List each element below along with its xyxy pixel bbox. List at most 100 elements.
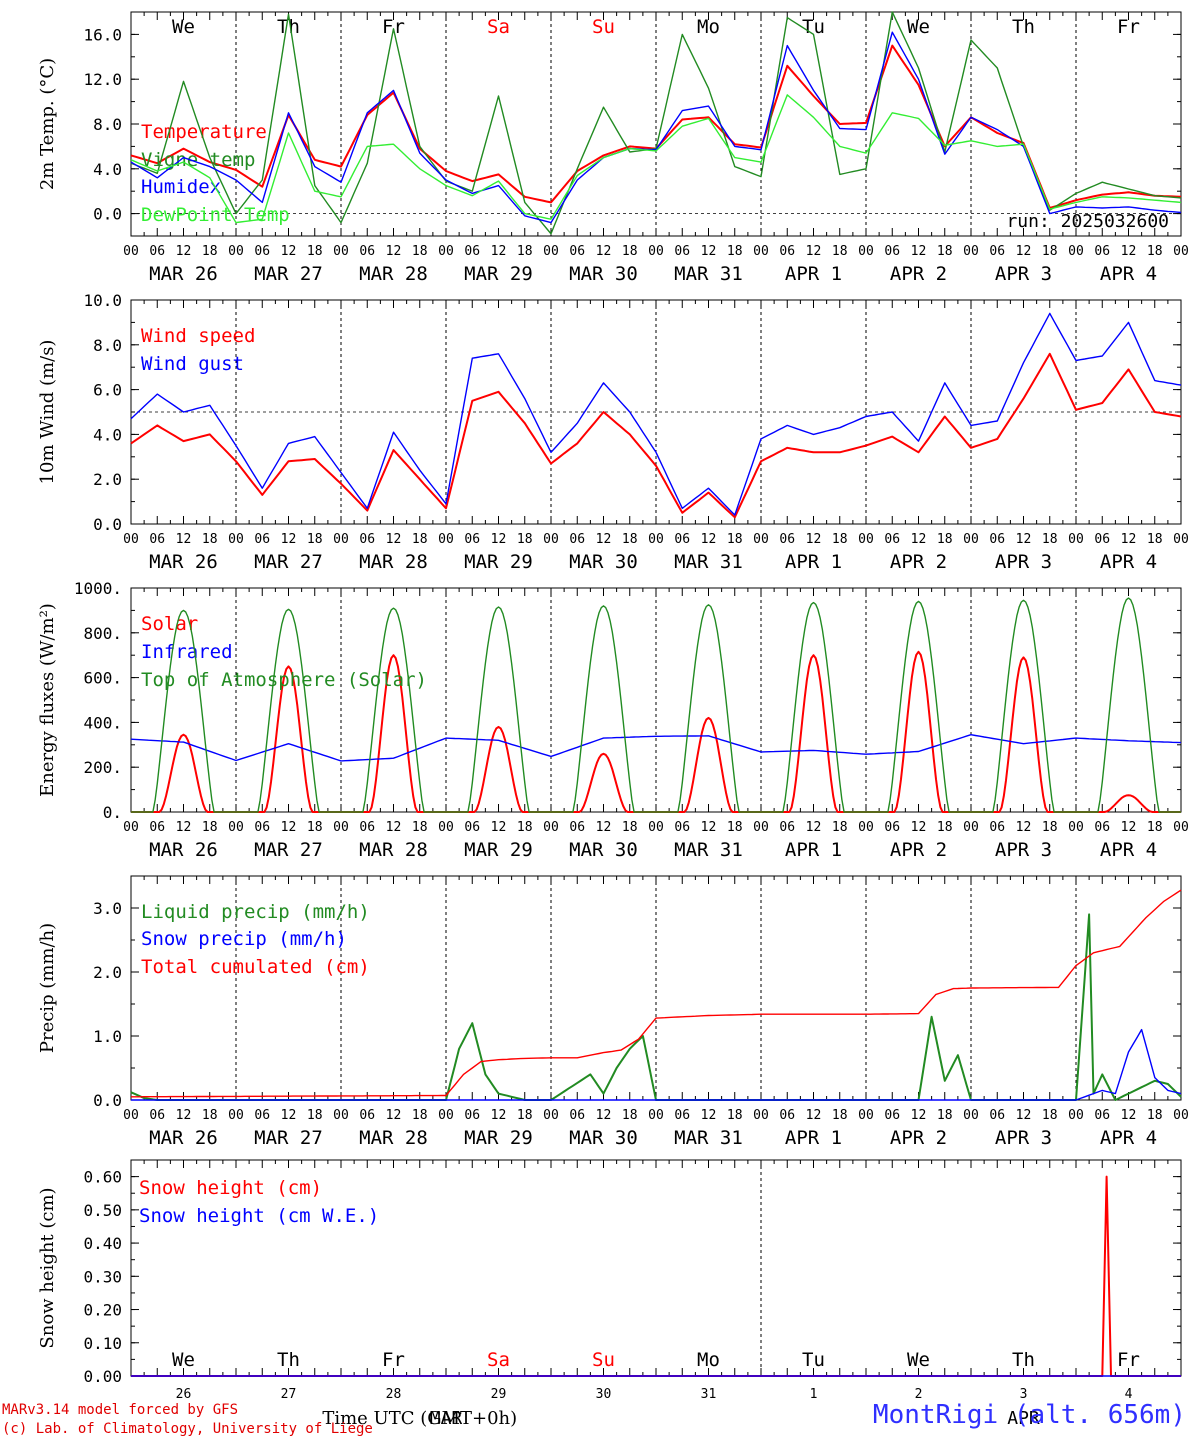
panel1-hour-label: 06 <box>1094 244 1110 259</box>
panel4-day-label: MAR 30 <box>569 1127 638 1149</box>
panel5-day-number: 3 <box>1020 1387 1028 1402</box>
panel2-hour-label: 12 <box>596 532 612 547</box>
panel4-hour-label: 00 <box>858 1108 874 1123</box>
panel3-hour-label: 00 <box>1068 820 1084 835</box>
panel1-day-label: MAR 28 <box>359 263 428 285</box>
panel2-day-label: MAR 31 <box>674 551 743 573</box>
panel4-y-tick-label: 3.0 <box>93 899 122 918</box>
panel3-hour-label: 06 <box>779 820 795 835</box>
panel4-hour-label: 12 <box>281 1108 297 1123</box>
panel2-legend-entry: Wind speed <box>141 325 255 347</box>
panel5-y-tick-label: 0.30 <box>83 1267 122 1286</box>
panel1-y-axis-label: 2m Temp. (°C) <box>37 58 58 190</box>
panel1-day-label: APR 2 <box>890 263 947 285</box>
panel4-day-label: APR 2 <box>890 1127 947 1149</box>
panel2-hour-label: 00 <box>963 532 979 547</box>
panel5-weekday-label: Sa <box>487 1349 510 1371</box>
panel4-hour-label: 00 <box>333 1108 349 1123</box>
panel3-hour-label: 00 <box>543 820 559 835</box>
panel4-hour-label: 06 <box>884 1108 900 1123</box>
panel3-y-tick-label: 1000. <box>74 579 122 598</box>
panel3-y-tick-label: 400. <box>83 713 122 732</box>
panel1-hour-label: 18 <box>202 244 218 259</box>
panel2-legend-entry: Wind gust <box>141 353 244 375</box>
panel4-hour-label: 18 <box>727 1108 743 1123</box>
panel1-run-annotation: run: 2025032600 <box>1006 211 1169 232</box>
panel4-y-axis-label: Precip (mm/h) <box>37 923 58 1053</box>
panel2-day-label: MAR 26 <box>149 551 218 573</box>
panel1-hour-label: 18 <box>832 244 848 259</box>
panel2-y-tick-label: 0.0 <box>93 515 122 534</box>
panel3-legend-entry: Infrared <box>141 641 233 663</box>
panel2-hour-label: 06 <box>674 532 690 547</box>
panel2-hour-label: 06 <box>149 532 165 547</box>
panel4-hour-label: 12 <box>386 1108 402 1123</box>
panel3-legend-entry: Solar <box>141 613 198 635</box>
panel3-frame <box>130 587 1182 813</box>
panel5-y-axis-label: Snow height (cm) <box>37 1187 58 1348</box>
panel2-hour-label: 00 <box>858 532 874 547</box>
panel3-y-tick-label: 600. <box>83 669 122 688</box>
panel1-hour-label: 18 <box>727 244 743 259</box>
panel3-hour-label: 12 <box>701 820 717 835</box>
panel4-day-label: MAR 28 <box>359 1127 428 1149</box>
panel3-hour-label: 06 <box>884 820 900 835</box>
panel3-legend-entry: Top of Atmosphere (Solar) <box>141 669 427 691</box>
panel1-hour-label: 00 <box>1173 244 1189 259</box>
panel5-day-number: 4 <box>1125 1387 1133 1402</box>
panel2-hour-label: 00 <box>1173 532 1189 547</box>
station-label: MontRigi (alt. 656m) <box>872 1400 1186 1430</box>
panel4-hour-label: 12 <box>1121 1108 1137 1123</box>
panel4-hour-label: 18 <box>307 1108 323 1123</box>
panel4-y-tick-label: 0.0 <box>93 1091 122 1110</box>
panel2-hour-label: 12 <box>281 532 297 547</box>
panel4-day-label: MAR 31 <box>674 1127 743 1149</box>
panel1-hour-label: 12 <box>176 244 192 259</box>
panel1-hour-label: 00 <box>648 244 664 259</box>
panel3-hour-label: 00 <box>963 820 979 835</box>
panel3-hour-label: 00 <box>123 820 139 835</box>
panel1-legend-entry: Humidex <box>141 176 221 198</box>
panel2-hour-label: 06 <box>989 532 1005 547</box>
panel1-day-label: MAR 26 <box>149 263 218 285</box>
panel2-hour-label: 12 <box>176 532 192 547</box>
panel2-y-axis-label: 10m Wind (m/s) <box>37 340 58 485</box>
panel4-hour-label: 18 <box>937 1108 953 1123</box>
panel4-hour-label: 06 <box>1094 1108 1110 1123</box>
panel1-hour-label: 00 <box>543 244 559 259</box>
panel4-hour-label: 00 <box>753 1108 769 1123</box>
panel1-day-label: APR 4 <box>1100 263 1157 285</box>
panel3-hour-label: 00 <box>438 820 454 835</box>
panel3-hour-label: 12 <box>806 820 822 835</box>
panel4-hour-label: 12 <box>806 1108 822 1123</box>
panel2-hour-label: 18 <box>1147 532 1163 547</box>
panel2-hour-label: 18 <box>1042 532 1058 547</box>
panel1-weekday-label: Tu <box>802 16 825 38</box>
panel2-hour-label: 18 <box>727 532 743 547</box>
panel1-hour-label: 12 <box>1016 244 1032 259</box>
panel1-hour-label: 00 <box>753 244 769 259</box>
panel3-hour-label: 06 <box>359 820 375 835</box>
panel4-hour-label: 18 <box>517 1108 533 1123</box>
panel3-hour-label: 12 <box>281 820 297 835</box>
panel2-day-label: MAR 30 <box>569 551 638 573</box>
panel1-day-label: MAR 30 <box>569 263 638 285</box>
panel1-weekday-label: Su <box>592 16 615 38</box>
panel4-hour-label: 06 <box>989 1108 1005 1123</box>
panel4-hour-label: 06 <box>464 1108 480 1123</box>
panel5-weekday-label: We <box>172 1349 195 1371</box>
panel4-hour-label: 00 <box>648 1108 664 1123</box>
panel1-series-3-line <box>130 94 1182 224</box>
panel4-day-label: MAR 27 <box>254 1127 323 1149</box>
panel5-weekday-label: We <box>907 1349 930 1371</box>
panel2-hour-label: 06 <box>464 532 480 547</box>
panel4-hour-label: 06 <box>569 1108 585 1123</box>
panel4-hour-label: 00 <box>543 1108 559 1123</box>
panel1-hour-label: 00 <box>123 244 139 259</box>
panel5-month-label: APR <box>1007 1408 1040 1429</box>
panel1-hour-label: 06 <box>149 244 165 259</box>
panel5-weekday-label: Th <box>1012 1349 1035 1371</box>
panel2-y-tick-label: 2.0 <box>93 470 122 489</box>
panel2-hour-label: 12 <box>806 532 822 547</box>
panel1-hour-label: 00 <box>333 244 349 259</box>
